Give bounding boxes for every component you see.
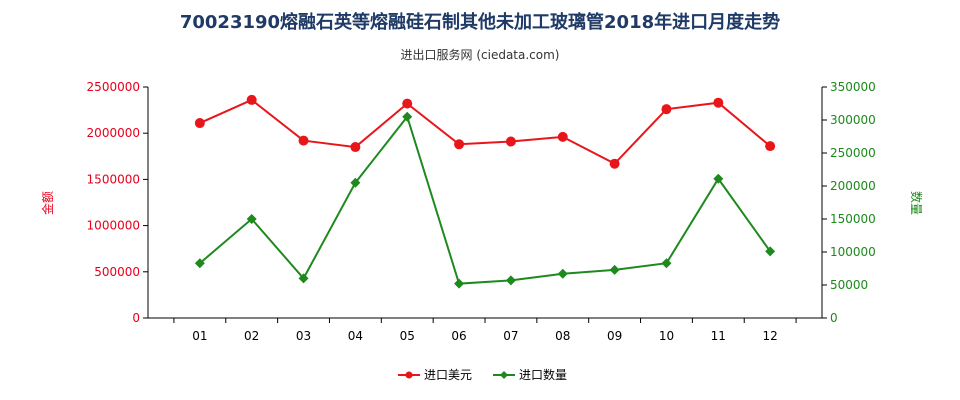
x-axis: 01 02 03 04 05 06 07 08 09 10 11 12 (173, 318, 797, 343)
data-point (402, 98, 413, 109)
data-point (298, 135, 309, 146)
data-point (246, 214, 257, 224)
data-point (661, 258, 672, 269)
x-tick-label: 10 (659, 329, 674, 343)
data-point (765, 246, 776, 257)
plot-frame (147, 87, 823, 319)
data-point (454, 139, 465, 150)
legend-item: 进口美元 (398, 368, 472, 382)
chart-subtitle: 进出口服务网 (ciedata.com) (400, 48, 560, 62)
data-point (454, 278, 465, 289)
data-point (402, 111, 413, 122)
left-tick-label: 2500000 (87, 80, 140, 94)
right-tick-label: 150000 (830, 212, 876, 226)
x-tick-label: 07 (503, 329, 518, 343)
data-point (194, 258, 205, 269)
left-tick-label: 2000000 (87, 126, 140, 140)
left-tick-label: 1500000 (87, 172, 140, 186)
legend-item: 进口数量 (493, 367, 567, 382)
x-tick-label: 12 (763, 329, 778, 343)
right-tick-label: 250000 (830, 146, 876, 160)
x-tick-label: 11 (711, 329, 726, 343)
left-tick-label: 0 (132, 311, 140, 325)
left-tick-label: 500000 (94, 265, 140, 279)
x-tick-label: 06 (451, 329, 466, 343)
x-tick-label: 05 (400, 329, 415, 343)
right-tick-label: 50000 (830, 278, 868, 292)
data-point (505, 275, 516, 286)
data-point (505, 136, 516, 147)
data-point (350, 177, 361, 188)
data-point (557, 131, 568, 142)
x-tick-label: 02 (244, 329, 259, 343)
left-tick-label: 1000000 (87, 219, 140, 233)
left-axis-label: 金额 (40, 191, 55, 215)
data-point (246, 94, 257, 105)
series-2 (194, 111, 776, 289)
right-tick-label: 0 (830, 311, 838, 325)
data-point (557, 268, 568, 279)
data-point (609, 264, 620, 275)
series-layer (194, 94, 776, 289)
right-tick-label: 200000 (830, 179, 876, 193)
x-tick-label: 01 (192, 329, 207, 343)
data-point (298, 273, 309, 284)
x-tick-label: 04 (348, 329, 363, 343)
data-point (194, 118, 205, 129)
right-axis-label: 数量 (909, 191, 924, 215)
data-point (713, 173, 724, 184)
right-tick-label: 100000 (830, 245, 876, 259)
data-point (713, 97, 724, 108)
right-tick-label: 300000 (830, 113, 876, 127)
legend-label: 进口美元 (424, 368, 472, 382)
x-tick-label: 03 (296, 329, 311, 343)
series-line (199, 98, 771, 165)
legend-swatch-marker (405, 371, 413, 379)
legend-label: 进口数量 (519, 367, 567, 382)
legend: 进口美元 进口数量 (398, 367, 567, 382)
series-1 (194, 94, 776, 169)
series-line (199, 114, 771, 285)
data-point (609, 158, 620, 169)
chart-title: 70023190熔融石英等熔融硅石制其他未加工玻璃管2018年进口月度走势 (179, 12, 781, 33)
right-tick-label: 350000 (830, 80, 876, 94)
data-point (350, 142, 361, 153)
x-tick-label: 09 (607, 329, 622, 343)
data-point (661, 104, 672, 115)
legend-swatch-marker (500, 371, 508, 379)
data-point (765, 141, 776, 152)
left-axis: 0 500000 1000000 1500000 2000000 2500000 (87, 80, 148, 325)
right-axis: 0 50000 100000 150000 200000 250000 300000 3500… (822, 80, 876, 325)
x-tick-label: 08 (555, 329, 570, 343)
